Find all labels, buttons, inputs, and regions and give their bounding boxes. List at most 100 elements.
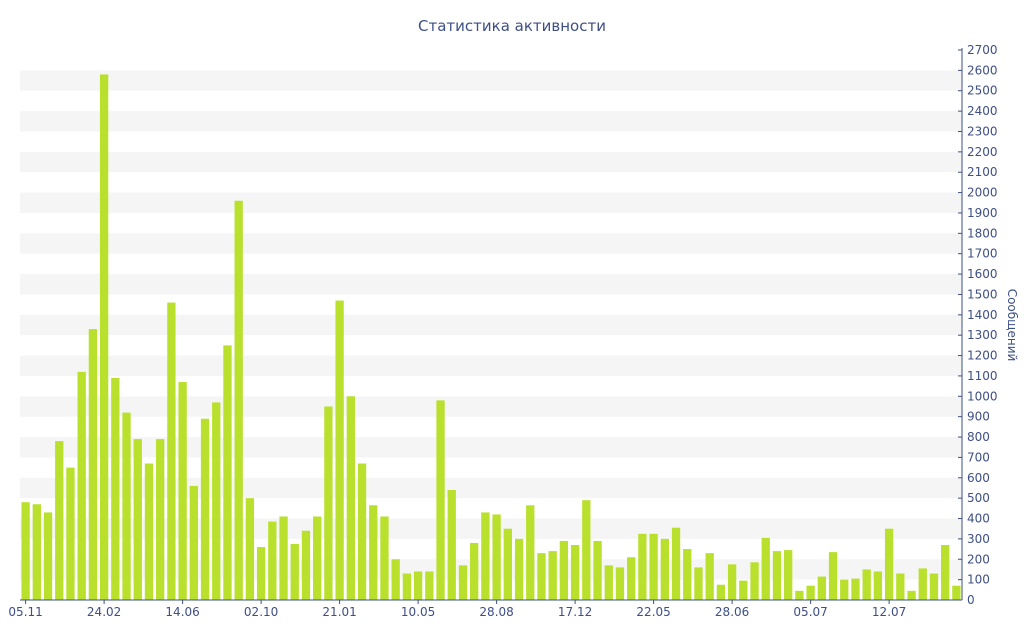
y-tick-label: 200 [967, 552, 990, 566]
y-tick-label: 0 [967, 593, 975, 607]
bar [503, 528, 512, 600]
bars [21, 74, 961, 601]
y-tick-label: 1800 [967, 226, 998, 240]
bar [638, 533, 647, 600]
bar [301, 530, 311, 600]
bar [884, 528, 894, 600]
x-tick-label: 05.11 [8, 605, 42, 619]
grid-band [20, 314, 962, 336]
x-tick-label: 12.07 [872, 605, 906, 619]
grid-band [20, 274, 962, 295]
y-tick-label: 2200 [967, 145, 998, 159]
x-tick-label: 10.05 [401, 605, 435, 619]
x-tick-label: 28.08 [479, 605, 513, 619]
y-tick-label: 700 [967, 450, 990, 464]
bar [156, 439, 165, 600]
bar [795, 590, 804, 600]
grid-band [20, 233, 962, 254]
bar [828, 552, 838, 600]
bar [88, 329, 98, 600]
bar [313, 516, 322, 600]
bar [941, 545, 950, 600]
bar [593, 540, 602, 600]
x-tick-label: 21.01 [322, 605, 356, 619]
bar [245, 498, 255, 600]
bar [268, 521, 277, 600]
bar [189, 485, 198, 600]
bar [77, 371, 86, 600]
grid-bands [20, 70, 962, 580]
bar [840, 579, 849, 600]
bar [582, 500, 591, 600]
bar [111, 377, 120, 600]
y-tick-label: 600 [967, 471, 990, 485]
bar [290, 543, 299, 600]
bar [716, 584, 726, 600]
bar [492, 514, 501, 600]
bar [862, 569, 871, 600]
bar [335, 300, 344, 600]
y-tick-label: 2400 [967, 104, 998, 118]
bar [806, 585, 815, 600]
y-tick-label: 400 [967, 512, 990, 526]
chart-title: Статистика активности [418, 17, 606, 35]
bar [413, 571, 423, 600]
bar [391, 559, 400, 600]
bar [144, 463, 154, 600]
y-tick-label: 2600 [967, 63, 998, 77]
y-tick-label: 1000 [967, 389, 998, 403]
bar [380, 516, 389, 600]
bar [604, 565, 613, 600]
x-tick-label: 14.06 [165, 605, 199, 619]
bar [256, 547, 266, 600]
bar [178, 382, 187, 600]
bar [369, 505, 378, 600]
bar [357, 463, 367, 600]
y-tick-label: 300 [967, 532, 990, 546]
bar [750, 562, 759, 600]
bar [705, 553, 714, 600]
y-tick-label: 1600 [967, 267, 998, 281]
bar [279, 516, 288, 600]
bar [458, 565, 468, 600]
bar [896, 573, 905, 600]
bar [694, 567, 703, 600]
y-tick-label: 1200 [967, 349, 998, 363]
bar [727, 564, 737, 600]
bar [660, 538, 669, 600]
bar [548, 551, 557, 600]
grid-band [20, 70, 962, 91]
grid-band [20, 437, 962, 458]
bar [43, 512, 53, 600]
grid-band [20, 518, 962, 539]
y-tick-label: 2100 [967, 165, 998, 179]
bar [21, 502, 30, 600]
x-tick-label: 02.10 [244, 605, 278, 619]
y-tick-label: 1700 [967, 247, 998, 261]
bar [627, 557, 636, 600]
bar [873, 571, 883, 600]
bar [481, 512, 490, 600]
grid-band [20, 111, 962, 132]
x-tick-label: 28.06 [715, 605, 749, 619]
y-tick-label: 2700 [967, 43, 998, 57]
grid-band [20, 355, 962, 376]
bar [907, 590, 916, 600]
bar [346, 396, 355, 600]
bar [470, 542, 479, 600]
bar [99, 74, 109, 600]
x-axis: 05.11 24.02 14.06 02.10 21.01 10.05 28.08 17.12… [8, 599, 962, 619]
y-tick-label: 100 [967, 573, 990, 587]
bar [402, 573, 412, 600]
bar [514, 538, 524, 600]
x-tick-label: 05.07 [793, 605, 827, 619]
bar [671, 527, 681, 600]
bar [122, 412, 131, 600]
grid-band [20, 559, 962, 580]
bar [526, 505, 535, 600]
bar [772, 551, 782, 600]
bar [234, 200, 243, 601]
y-tick-label: 1300 [967, 328, 998, 342]
x-tick-label: 24.02 [87, 605, 121, 619]
